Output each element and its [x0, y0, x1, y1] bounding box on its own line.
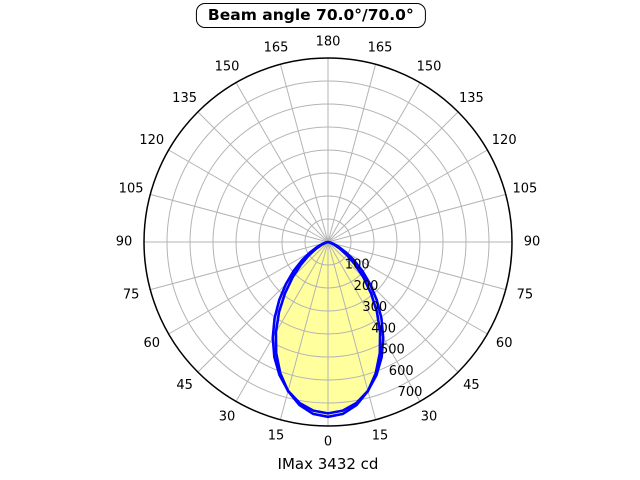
grid-ring [212, 126, 444, 358]
angle-label-45: 45 [463, 378, 480, 393]
angle-label-135-left: 135 [172, 91, 197, 106]
radial-label-200: 200 [354, 279, 379, 294]
grid-ring [304, 218, 352, 266]
grid-ring [258, 172, 398, 312]
radial-label-700: 700 [398, 385, 423, 400]
angle-label-105: 105 [512, 182, 537, 197]
chart-title: Beam angle 70.0°/70.0° [195, 3, 426, 28]
angle-label-60-left: 60 [144, 336, 161, 351]
angle-label-135: 135 [459, 91, 484, 106]
angle-label-180: 180 [316, 35, 341, 50]
polar-outline [143, 57, 513, 427]
angle-label-120: 120 [492, 133, 517, 148]
angle-label-165: 165 [368, 40, 393, 55]
grid-ring [189, 103, 467, 381]
angle-label-45-left: 45 [176, 378, 193, 393]
grid-ring [281, 195, 375, 289]
angle-label-30-left: 30 [219, 409, 236, 424]
angle-label-90-left: 90 [116, 235, 133, 250]
grid-ring [166, 80, 490, 404]
beam-curve-C0-C180 [274, 240, 382, 419]
radial-tick-labels: 100 200 300 400 500 600 700 [345, 258, 423, 401]
angle-label-15-left: 15 [268, 429, 285, 444]
radial-label-500: 500 [380, 343, 405, 358]
angle-label-15: 15 [372, 429, 389, 444]
angle-tick-labels: 0 15 15 30 30 45 45 60 60 75 75 90 90 105 105 120 120 135… [116, 35, 541, 450]
angle-label-90: 90 [524, 235, 541, 250]
angle-label-150-left: 150 [215, 60, 240, 75]
radial-label-400: 400 [371, 322, 396, 337]
angle-label-60: 60 [496, 336, 513, 351]
angle-label-30: 30 [421, 409, 438, 424]
grid-ring [235, 149, 421, 335]
angle-label-0: 0 [324, 435, 332, 450]
angle-label-165-left: 165 [264, 40, 289, 55]
angle-label-150: 150 [417, 60, 442, 75]
beam-curve-C90-C270 [271, 240, 385, 415]
angle-label-75: 75 [517, 287, 534, 302]
radial-label-100: 100 [345, 258, 370, 273]
angle-label-105-left: 105 [119, 182, 144, 197]
radial-label-600: 600 [389, 364, 414, 379]
radial-label-300: 300 [362, 300, 387, 315]
imax-label: IMax 3432 cd [277, 455, 379, 473]
polar-grid [144, 58, 512, 426]
angle-label-120-left: 120 [139, 133, 164, 148]
angle-label-75-left: 75 [123, 287, 140, 302]
